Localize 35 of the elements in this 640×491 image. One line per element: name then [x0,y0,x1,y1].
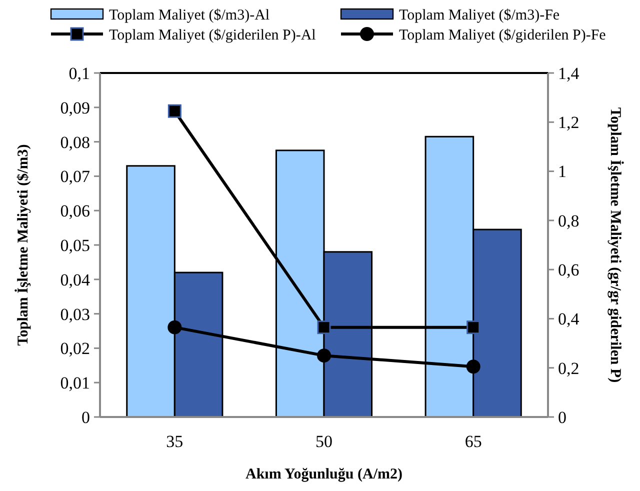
point [466,320,480,334]
y-tick-label: 0,02 [60,339,90,358]
x-tick-label: 65 [464,432,482,451]
y-axis-title: Toplam İşletme Maliyeti ($/m3) [14,144,32,346]
y2-axis-title: Toplam İşletme Maliyeti (gr/gr giderilen P) [606,107,624,383]
point [168,104,182,118]
legend-label: Toplam Maliyet ($/m3)-Fe [399,7,560,24]
y-tick-label: 0,06 [60,202,90,221]
y-tick-label: 0,04 [60,270,90,290]
y2-tick-label: 1,2 [558,113,580,132]
x-tick-label: 35 [166,432,184,451]
y2-tick-label: 0,4 [558,310,580,329]
y-tick-label: 0,05 [60,236,90,255]
y-tick-label: 0,07 [60,167,90,186]
y2-tick-label: 1 [558,162,566,182]
point [317,348,331,363]
y-tick-label: 0 [82,408,90,427]
point [466,360,480,374]
x-axis-title: Akım Yoğunluğu (A/m2) [246,466,402,482]
y2-tick-label: 0 [558,408,566,427]
y2-tick-label: 0,6 [558,260,580,280]
y-tick-label: 0,01 [60,374,90,393]
legend-label: Toplam Maliyet ($/m3)-Al [109,7,270,24]
point [168,320,182,334]
x-tick-label: 50 [316,432,332,451]
legend-label: Toplam Maliyet ($/giderilen P)-Fe [399,27,606,44]
y2-tick-label: 0,8 [558,211,580,230]
point [317,320,331,334]
y2-tick-label: 0,2 [558,358,580,378]
y2-tick-label: 1,4 [558,64,580,83]
legend-label: Toplam Maliyet ($/giderilen P)-Al [109,27,316,44]
y-tick-label: 0,09 [60,98,90,118]
y-tick-label: 0,03 [60,304,90,324]
y-tick-label: 0,08 [60,132,90,152]
y-tick-label: 0,1 [68,64,90,83]
